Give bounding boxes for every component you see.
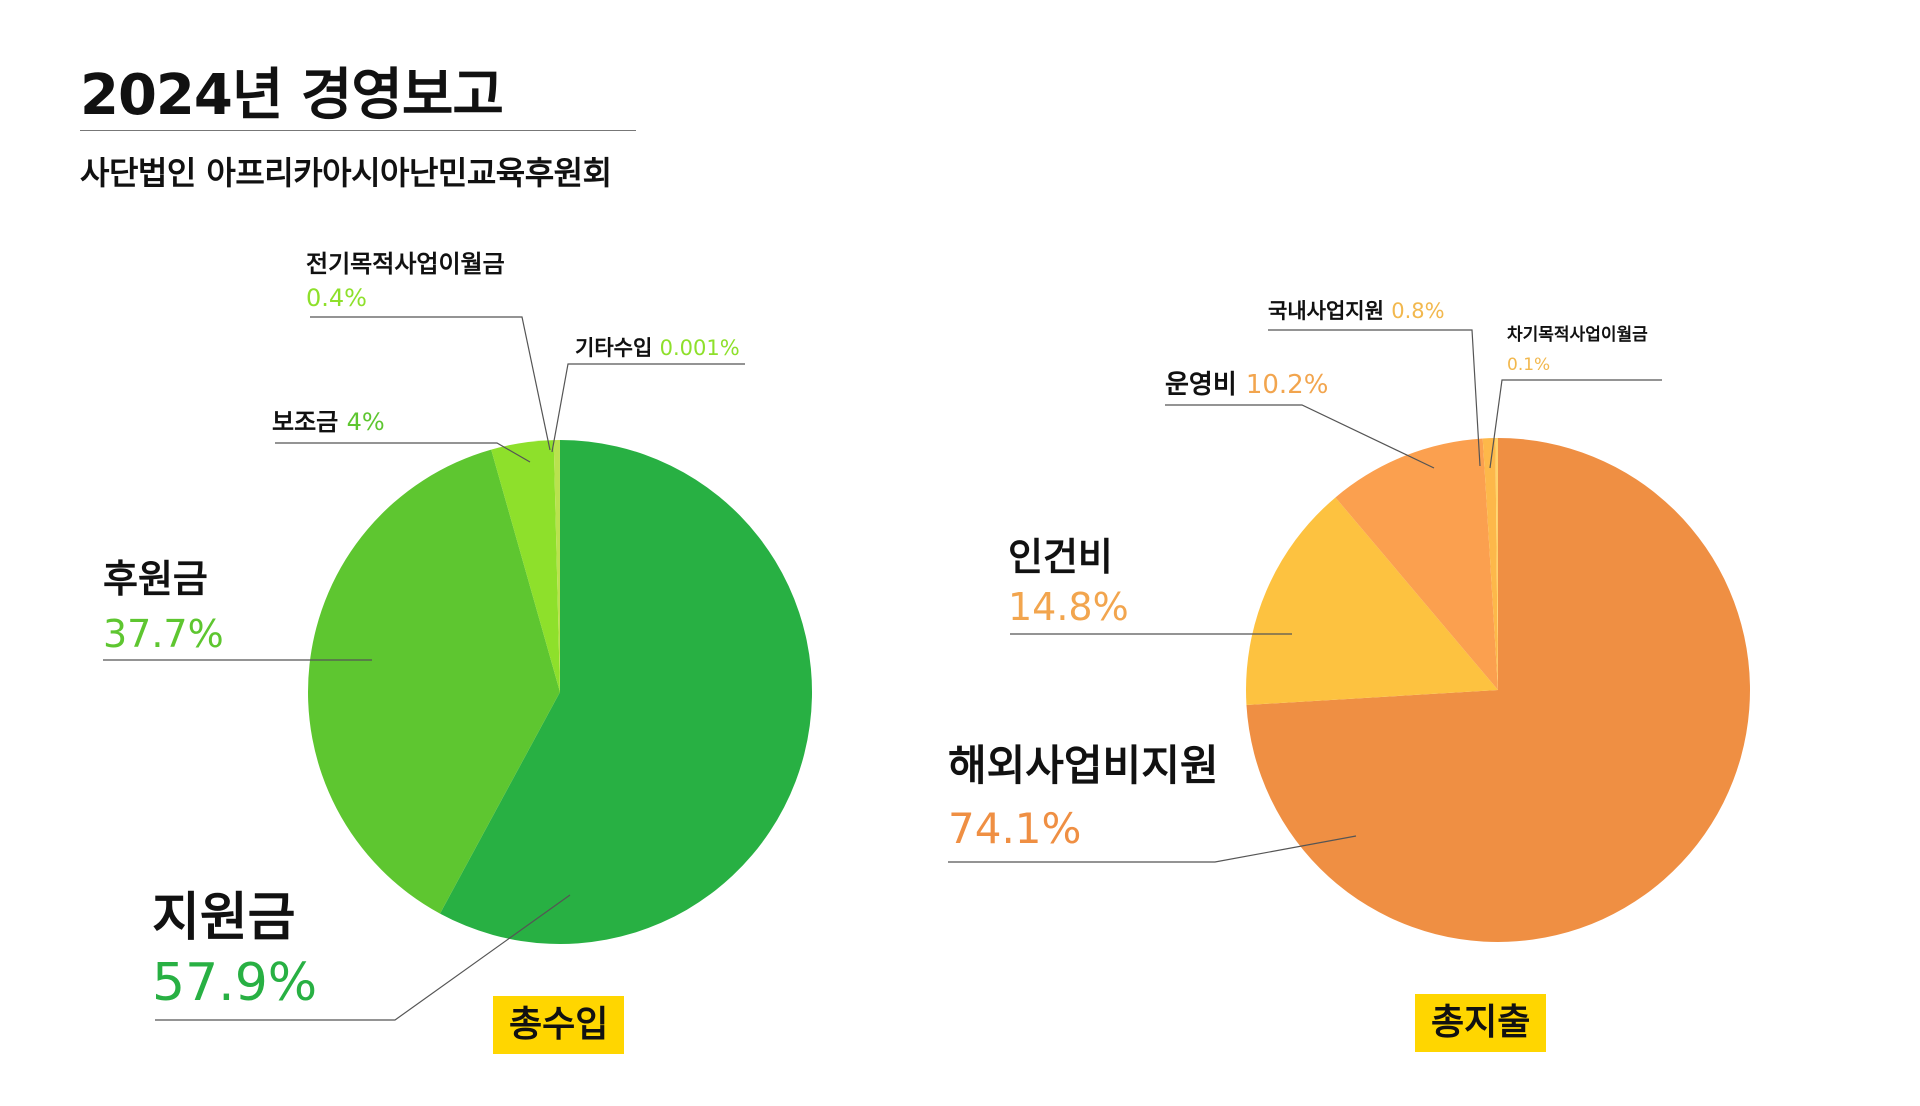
pie1-slice-3 bbox=[1482, 438, 1498, 690]
pie1-label-1: 인건비 bbox=[1008, 535, 1113, 579]
pie0-leader-4 bbox=[551, 363, 745, 453]
pie1-slice-2 bbox=[1335, 438, 1498, 690]
pie1-label-name-3: 국내사업지원 bbox=[1268, 299, 1391, 323]
pie0-leader-0 bbox=[155, 894, 571, 1021]
page-title: 2024년 경영보고 bbox=[80, 63, 504, 128]
pie0-slice-2 bbox=[491, 440, 560, 692]
pie0-label-2: 보조금 4% bbox=[272, 408, 385, 436]
pie1-value-4: 0.1% bbox=[1507, 355, 1550, 375]
pie0-leader-3 bbox=[310, 316, 551, 451]
pie0-slice-1 bbox=[308, 449, 560, 914]
pie1-label-value-2: 10.2% bbox=[1246, 370, 1329, 400]
pie1-label-value-3: 0.8% bbox=[1391, 299, 1444, 323]
pie1-label-4: 차기목적사업이월금 bbox=[1507, 325, 1648, 345]
pie1-label-2: 운영비 10.2% bbox=[1165, 370, 1328, 400]
title-divider bbox=[80, 130, 636, 131]
pie0-label-name-2: 보조금 bbox=[272, 408, 347, 436]
expense-chart-title: 총지출 bbox=[1415, 994, 1547, 1052]
pie0-label-name-4: 기타수입 bbox=[575, 336, 660, 360]
pie1-value-0: 74.1% bbox=[948, 804, 1081, 853]
pie1-slice-0 bbox=[1246, 438, 1751, 942]
pie1-label-3: 국내사업지원 0.8% bbox=[1268, 299, 1445, 323]
pie0-label-1: 후원금 bbox=[103, 557, 208, 601]
pie0-slice-0 bbox=[440, 440, 813, 945]
pie0-leader-2 bbox=[275, 442, 531, 463]
pie1-leader-3 bbox=[1268, 329, 1481, 467]
pie1-leader-4 bbox=[1489, 379, 1662, 469]
pie0-label-0: 지원금 bbox=[152, 888, 296, 948]
income-chart-title: 총수입 bbox=[493, 996, 625, 1054]
pie1-label-name-2: 운영비 bbox=[1165, 370, 1246, 400]
pie0-label-value-4: 0.001% bbox=[660, 336, 740, 360]
pie1-value-1: 14.8% bbox=[1008, 585, 1129, 629]
pie0-value-1: 37.7% bbox=[103, 612, 224, 656]
pie1-label-0: 해외사업비지원 bbox=[948, 741, 1218, 790]
pie0-value-0: 57.9% bbox=[152, 953, 317, 1013]
pie0-label-value-2: 4% bbox=[347, 408, 385, 436]
pie1-leader-0 bbox=[948, 835, 1357, 863]
pie1-leader-2 bbox=[1165, 404, 1435, 469]
pie0-label-4: 기타수입 0.001% bbox=[575, 336, 740, 360]
pie1-slice-4 bbox=[1495, 437, 1498, 690]
pie0-value-3: 0.4% bbox=[306, 284, 367, 312]
page-subtitle: 사단법인 아프리카아시아난민교육후원회 bbox=[80, 154, 612, 192]
pie0-label-3: 전기목적사업이월금 bbox=[306, 250, 505, 278]
pie0-slice-3 bbox=[553, 440, 560, 692]
pie1-slice-1 bbox=[1246, 497, 1498, 706]
